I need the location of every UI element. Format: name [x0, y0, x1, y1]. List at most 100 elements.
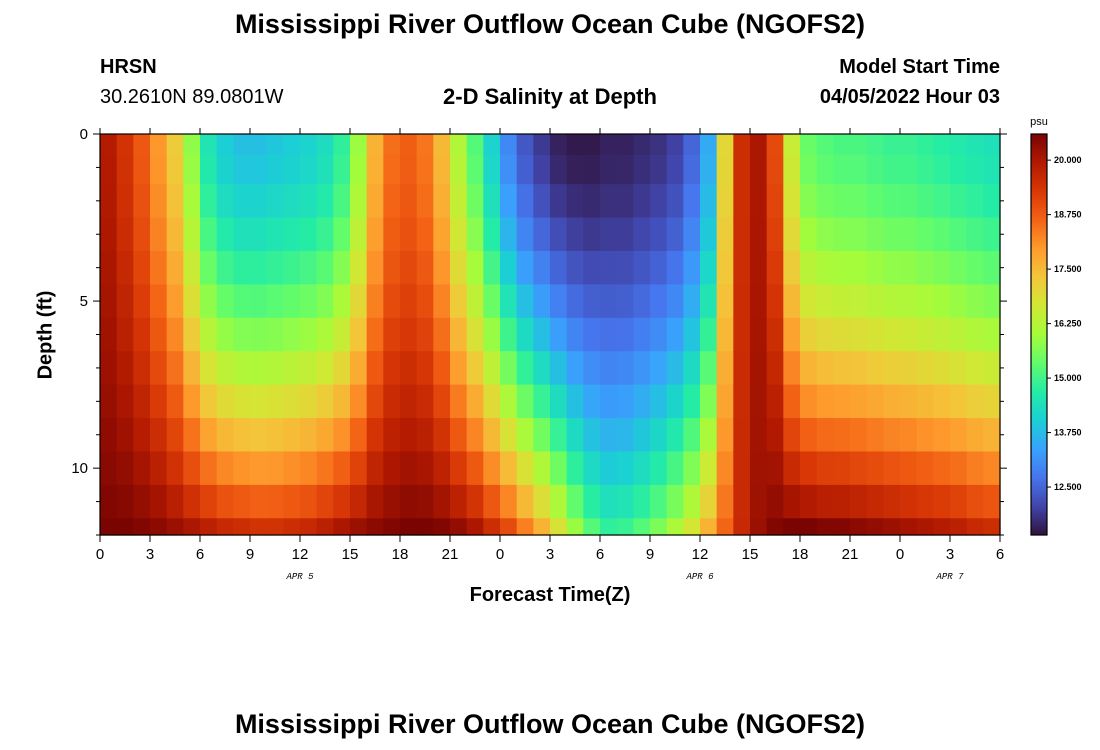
heatmap-cell	[266, 418, 284, 453]
heatmap-cell	[483, 451, 501, 486]
heatmap-cell	[183, 484, 201, 519]
heatmap-cell	[716, 484, 734, 519]
heatmap-cell	[150, 484, 168, 519]
x-tick-label: 21	[842, 546, 859, 563]
heatmap-cell	[883, 134, 901, 156]
heatmap-cell	[933, 217, 951, 252]
heatmap-cell	[383, 484, 401, 519]
heatmap-cell	[150, 384, 168, 419]
heatmap-cell	[616, 351, 634, 386]
heatmap-cell	[283, 518, 301, 536]
heatmap-cell	[766, 134, 784, 156]
heatmap-cell	[700, 518, 718, 536]
heatmap-cell	[583, 418, 601, 453]
heatmap-cell	[483, 250, 501, 285]
heatmap-cell	[366, 451, 384, 486]
heatmap-cell	[316, 451, 334, 486]
heatmap-cell	[333, 351, 351, 386]
heatmap-cell	[483, 134, 501, 156]
heatmap-cell	[283, 418, 301, 453]
heatmap-cell	[866, 284, 884, 319]
heatmap-cell	[366, 317, 384, 352]
heatmap-cell	[733, 418, 751, 453]
heatmap-cell	[833, 484, 851, 519]
heatmap-cell	[166, 217, 184, 252]
heatmap-cell	[766, 418, 784, 453]
heatmap-cell	[950, 154, 968, 185]
heatmap-cell	[750, 451, 768, 486]
heatmap-cell	[683, 317, 701, 352]
heatmap-cell	[400, 418, 418, 453]
heatmap-cell	[416, 184, 434, 219]
heatmap-cell	[350, 154, 368, 185]
heatmap-cell	[316, 154, 334, 185]
heatmap-cell	[850, 154, 868, 185]
heatmap-cell	[433, 284, 451, 319]
heatmap-cell	[616, 484, 634, 519]
heatmap-cell	[433, 518, 451, 536]
heatmap-cell	[183, 418, 201, 453]
heatmap-cell	[266, 154, 284, 185]
heatmap-cell	[933, 250, 951, 285]
heatmap-cell	[116, 384, 134, 419]
heatmap-cell	[916, 484, 934, 519]
page-title: Mississippi River Outflow Ocean Cube (NG…	[234, 9, 866, 39]
heatmap-cell	[400, 384, 418, 419]
heatmap-cell	[300, 351, 318, 386]
heatmap-cell	[833, 154, 851, 185]
heatmap-cell	[366, 484, 384, 519]
heatmap-cell	[116, 134, 134, 156]
heatmap-cell	[816, 184, 834, 219]
heatmap-cell	[800, 217, 818, 252]
heatmap-cell	[516, 518, 534, 536]
heatmap-cell	[633, 184, 651, 219]
heatmap-cell	[883, 284, 901, 319]
heatmap-cell	[966, 418, 984, 453]
heatmap-cell	[783, 184, 801, 219]
heatmap-cell	[700, 317, 718, 352]
heatmap-cell	[600, 484, 618, 519]
heatmap-cell	[933, 134, 951, 156]
heatmap-cell	[300, 317, 318, 352]
heatmap-cell	[566, 351, 584, 386]
heatmap-cell	[266, 217, 284, 252]
heatmap-cell	[933, 418, 951, 453]
heatmap-cell	[933, 284, 951, 319]
heatmap-cell	[416, 317, 434, 352]
heatmap-cell	[533, 184, 551, 219]
heatmap-cell	[333, 217, 351, 252]
heatmap-cell	[283, 351, 301, 386]
heatmap-cell	[383, 518, 401, 536]
heatmap-cell	[833, 134, 851, 156]
heatmap-cell	[333, 154, 351, 185]
heatmap-cell	[966, 284, 984, 319]
heatmap-cell	[316, 317, 334, 352]
heatmap-cell	[916, 351, 934, 386]
heatmap-cell	[583, 317, 601, 352]
heatmap-cell	[783, 154, 801, 185]
station-name: HRSN	[100, 56, 157, 78]
heatmap-cell	[600, 418, 618, 453]
heatmap-cell	[450, 134, 468, 156]
heatmap-cell	[816, 154, 834, 185]
heatmap-cell	[816, 451, 834, 486]
heatmap-cell	[716, 451, 734, 486]
heatmap-cell	[783, 518, 801, 536]
heatmap-cell	[400, 518, 418, 536]
x-tick-label: 3	[546, 546, 554, 563]
heatmap-cell	[950, 418, 968, 453]
heatmap-cell	[783, 250, 801, 285]
heatmap-cell	[366, 518, 384, 536]
heatmap-cell	[716, 317, 734, 352]
x-tick-label: 0	[896, 546, 904, 563]
heatmap-cell	[733, 184, 751, 219]
heatmap-cell	[166, 351, 184, 386]
heatmap-cell	[516, 154, 534, 185]
heatmap-cell	[966, 484, 984, 519]
heatmap-cell	[566, 384, 584, 419]
heatmap-cell	[300, 134, 318, 156]
heatmap-cell	[433, 217, 451, 252]
plot-subtitle: 2-D Salinity at Depth	[443, 84, 657, 109]
heatmap-cell	[533, 351, 551, 386]
heatmap-cell	[216, 250, 234, 285]
